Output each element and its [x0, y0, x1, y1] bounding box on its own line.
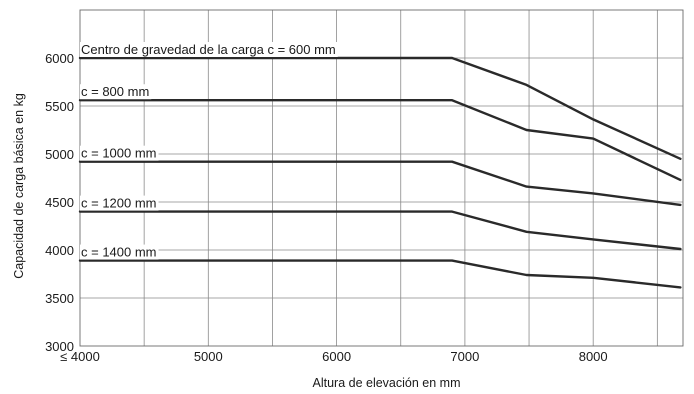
series-lines: [78, 56, 682, 289]
series-label-background: [80, 195, 159, 211]
x-axis-title: Altura de elevación en mm: [313, 376, 461, 390]
y-tick-label: 6000: [45, 51, 74, 66]
y-tick-label: 4000: [45, 243, 74, 258]
x-tick-label: 5000: [194, 349, 223, 364]
y-tick-label: 3500: [45, 291, 74, 306]
series-label-background: [80, 84, 152, 100]
series-line: [78, 259, 682, 289]
y-tick-label: 3000: [45, 339, 74, 354]
y-tick-label: 5000: [45, 147, 74, 162]
series-line: [78, 99, 682, 182]
y-tick-label: 5500: [45, 99, 74, 114]
x-tick-label: 6000: [322, 349, 351, 364]
x-tick-label: 8000: [579, 349, 608, 364]
y-tick-label: 4500: [45, 195, 74, 210]
series-line: [78, 210, 682, 251]
x-tick-label: ≤ 4000: [60, 349, 100, 364]
series-label-background: [80, 145, 159, 161]
series-label: Centro de gravedad de la carga c = 600 m…: [81, 42, 336, 57]
series-line: [78, 56, 682, 160]
series-line: [78, 160, 682, 207]
x-tick-label: 7000: [450, 349, 479, 364]
series-label-background: [80, 42, 338, 57]
y-axis-title: Capacidad de carga básica en kg: [12, 93, 26, 279]
series-label: c = 1000 mm: [81, 146, 157, 161]
tick-labels: ≤ 4000 5000 6000 7000 8000 3000 3500 4000 4500 50…: [45, 51, 608, 364]
series-label: c = 1400 mm: [81, 245, 157, 260]
plot-area-border: [79, 9, 684, 347]
series-label: c = 1200 mm: [81, 196, 157, 211]
grid: [80, 10, 683, 346]
series-labels: Centro de gravedad de la carga c = 600 m…: [80, 42, 338, 260]
series-label: c = 800 mm: [81, 84, 149, 99]
series-label-background: [80, 244, 159, 260]
